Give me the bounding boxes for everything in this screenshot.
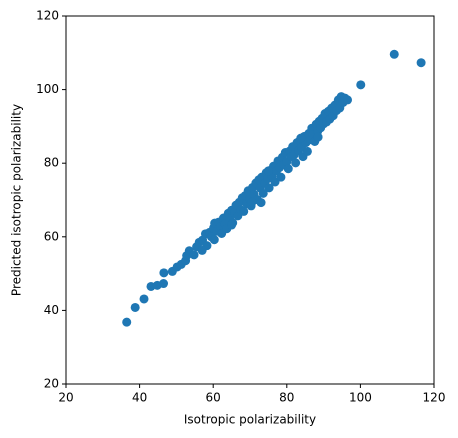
- scatter-point: [302, 146, 312, 156]
- scatter-point: [313, 132, 323, 142]
- x-tick-label: 120: [423, 391, 446, 405]
- scatter-point: [159, 279, 169, 289]
- scatter-point: [416, 58, 426, 68]
- scatter-point: [356, 80, 366, 90]
- scatter-point: [197, 245, 207, 255]
- scatter-point: [227, 220, 237, 230]
- y-tick-label: 80: [44, 156, 59, 170]
- y-tick-label: 20: [44, 377, 59, 391]
- scatter-point: [239, 206, 249, 216]
- scatter-point: [130, 302, 140, 312]
- scatter-point: [159, 268, 169, 278]
- x-tick-label: 80: [279, 391, 294, 405]
- y-tick-label: 40: [44, 303, 59, 317]
- scatter-point: [139, 294, 149, 304]
- scatter-point: [389, 49, 399, 59]
- scatter-point: [209, 235, 219, 245]
- scatter-point: [343, 95, 353, 105]
- scatter-point: [122, 317, 132, 327]
- y-axis-label: Predicted isotropic polarizability: [10, 104, 24, 296]
- plot-frame: [65, 15, 435, 385]
- scatter-point: [276, 172, 286, 182]
- x-tick-label: 60: [206, 391, 221, 405]
- y-tick-label: 100: [36, 82, 59, 96]
- x-axis-label: Isotropic polarizability: [184, 413, 316, 427]
- scatter-point: [296, 133, 306, 143]
- scatter-point: [291, 158, 301, 168]
- scatter-point: [258, 188, 268, 198]
- y-tick-label: 60: [44, 229, 59, 243]
- x-tick-label: 100: [349, 391, 372, 405]
- x-tick-label: 20: [58, 391, 73, 405]
- scatter-point: [263, 166, 273, 176]
- y-tick-label: 120: [36, 9, 59, 23]
- scatter-point: [264, 183, 274, 193]
- scatter-point: [256, 198, 266, 208]
- scatter-point: [189, 250, 199, 260]
- scatter-point: [247, 197, 257, 207]
- scatter-point: [283, 164, 293, 174]
- x-tick-label: 40: [132, 391, 147, 405]
